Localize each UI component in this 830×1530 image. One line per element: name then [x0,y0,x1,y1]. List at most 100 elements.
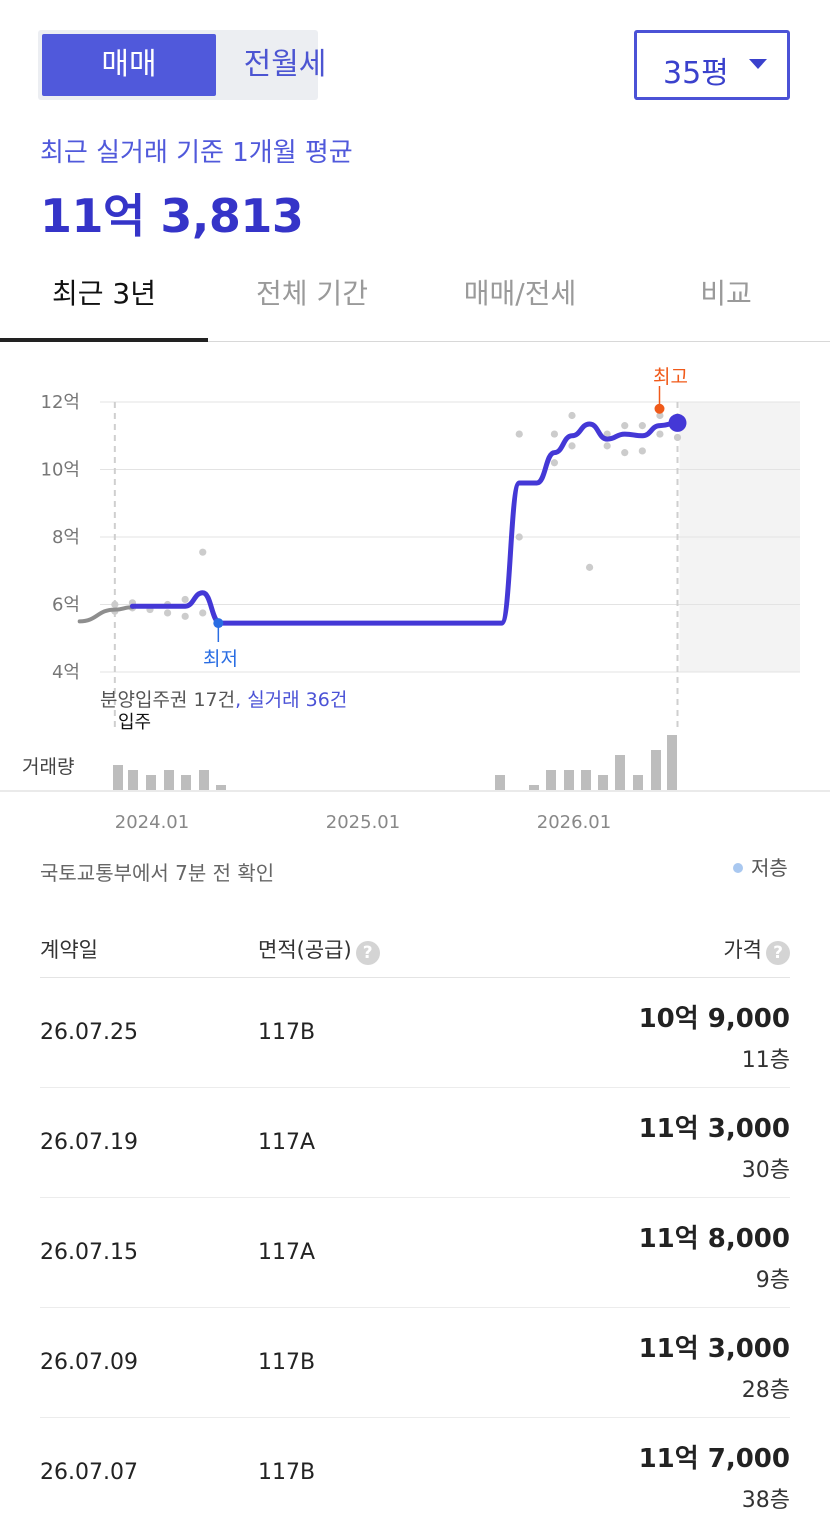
transaction-point [638,447,646,455]
data-source-text: 국토교통부에서 7분 전 확인 [40,861,275,885]
transaction-point [603,442,611,450]
sale-tab-button[interactable]: 매매 [42,34,216,96]
header-area: 면적(공급)? [258,934,380,965]
transaction-point [621,449,629,457]
transaction-point [550,459,559,467]
header-price-label: 가격 [723,938,762,962]
transaction-point [163,609,172,617]
volume-bar [667,735,677,790]
tab-recent-3-years[interactable]: 최근 3년 [52,277,156,310]
size-dropdown-value: 35평 [663,56,729,91]
row-area: 117B [258,1350,316,1375]
low-floor-legend-label: 저층 [751,856,788,880]
presale-count: 분양입주권 17건 [100,689,236,711]
sale-count: , 실거래 36건 [235,689,348,711]
transaction-point [603,430,611,438]
volume-bar [615,755,625,790]
sale-series-line [129,420,680,626]
move-in-label: 입주 [118,712,152,733]
transaction-point [181,612,189,620]
transaction-count-note: 분양입주권 17건, 실거래 36건 [100,685,347,712]
transaction-point [515,430,523,438]
period-tabs: 최근 3년 전체 기간 매매/전세 비교 [0,250,830,342]
transaction-point [568,411,576,420]
volume-bar [598,775,608,790]
volume-bar [146,775,156,790]
help-icon[interactable]: ? [355,941,380,965]
transaction-point [656,430,664,438]
header-area-label: 면적(공급) [258,938,352,962]
volume-bar [199,770,209,790]
y-tick-label: 4억 [52,662,80,683]
y-tick-label: 12억 [41,392,80,413]
high-label: 최고 [653,366,688,388]
y-tick-label: 6억 [52,595,80,616]
header-contract-date: 계약일 [40,938,98,962]
volume-bar [546,770,556,790]
volume-bar [529,785,539,790]
volume-bar [651,750,661,790]
price-chart-svg: 12억 10억 8억 6억 4억 2024.01 2025.01 2026.01 [0,386,830,833]
table-row[interactable]: 26.07.15 117A 11억 8,000 9층 [40,1198,790,1308]
transaction-point [621,422,629,430]
row-date: 26.07.07 [40,1460,138,1485]
volume-bar [164,770,174,790]
table-row[interactable]: 26.07.09 117B 11억 3,000 28층 [40,1308,790,1418]
x-tick-label: 2025.01 [326,812,400,833]
average-caption: 최근 실거래 기준 1개월 평균 [40,138,353,168]
volume-bar [581,770,591,790]
high-point [654,403,665,414]
row-area: 117B [258,1020,316,1045]
row-floor: 30층 [741,1158,790,1183]
row-price: 10억 9,000 [638,1004,790,1034]
volume-bar [113,765,123,790]
y-tick-label: 10억 [41,460,80,481]
row-floor: 38층 [741,1488,790,1513]
volume-bar [633,775,643,790]
table-row[interactable]: 26.07.07 117B 11억 7,000 38층 [40,1418,790,1528]
volume-bar [181,775,191,790]
row-price: 11억 3,000 [638,1114,790,1144]
presale-series-line [77,605,135,624]
row-price: 11억 7,000 [638,1444,790,1474]
latest-point [668,413,687,432]
row-floor: 9층 [755,1268,790,1293]
transaction-point [199,548,207,556]
header-price: 가격? [723,934,790,965]
table-header: 계약일 면적(공급)? 가격? [40,916,790,978]
row-date: 26.07.19 [40,1130,138,1155]
y-tick-label: 8억 [52,527,80,548]
volume-bar [128,770,138,790]
row-floor: 28층 [741,1378,790,1403]
transaction-point [638,422,646,430]
average-price: 11억 3,813 [40,189,304,243]
volume-bar [495,775,505,790]
row-price: 11억 3,000 [638,1334,790,1364]
help-icon[interactable]: ? [766,941,790,965]
transaction-point [585,563,594,571]
transaction-point [199,609,207,617]
tab-all-period[interactable]: 전체 기간 [256,277,368,310]
transaction-point [673,433,682,442]
volume-label: 거래량 [22,756,75,778]
table-row[interactable]: 26.07.25 117B 10억 9,000 11층 [40,978,790,1088]
transaction-point [550,430,559,438]
transaction-point [515,533,523,541]
size-dropdown[interactable]: 35평 [634,30,790,100]
row-price: 11억 8,000 [638,1224,790,1254]
lease-tab-button[interactable]: 전월세 [243,47,327,82]
tab-sale-vs-lease[interactable]: 매매/전세 [463,277,577,310]
row-date: 26.07.25 [40,1020,138,1045]
volume-bar [216,785,226,790]
low-label: 최저 [203,648,238,670]
row-area: 117A [258,1240,316,1265]
x-tick-label: 2026.01 [537,812,611,833]
active-tab-indicator [0,338,208,342]
table-row[interactable]: 26.07.19 117A 11억 3,000 30층 [40,1088,790,1198]
tab-compare[interactable]: 비교 [700,277,752,310]
transaction-point [568,442,576,450]
row-date: 26.07.09 [40,1350,138,1375]
row-floor: 11층 [741,1048,790,1073]
deal-type-toggle: 매매 전월세 [38,30,326,100]
price-chart[interactable]: 12억 10억 8억 6억 4억 2024.01 2025.01 2026.01 최고 최저 … [0,350,830,840]
